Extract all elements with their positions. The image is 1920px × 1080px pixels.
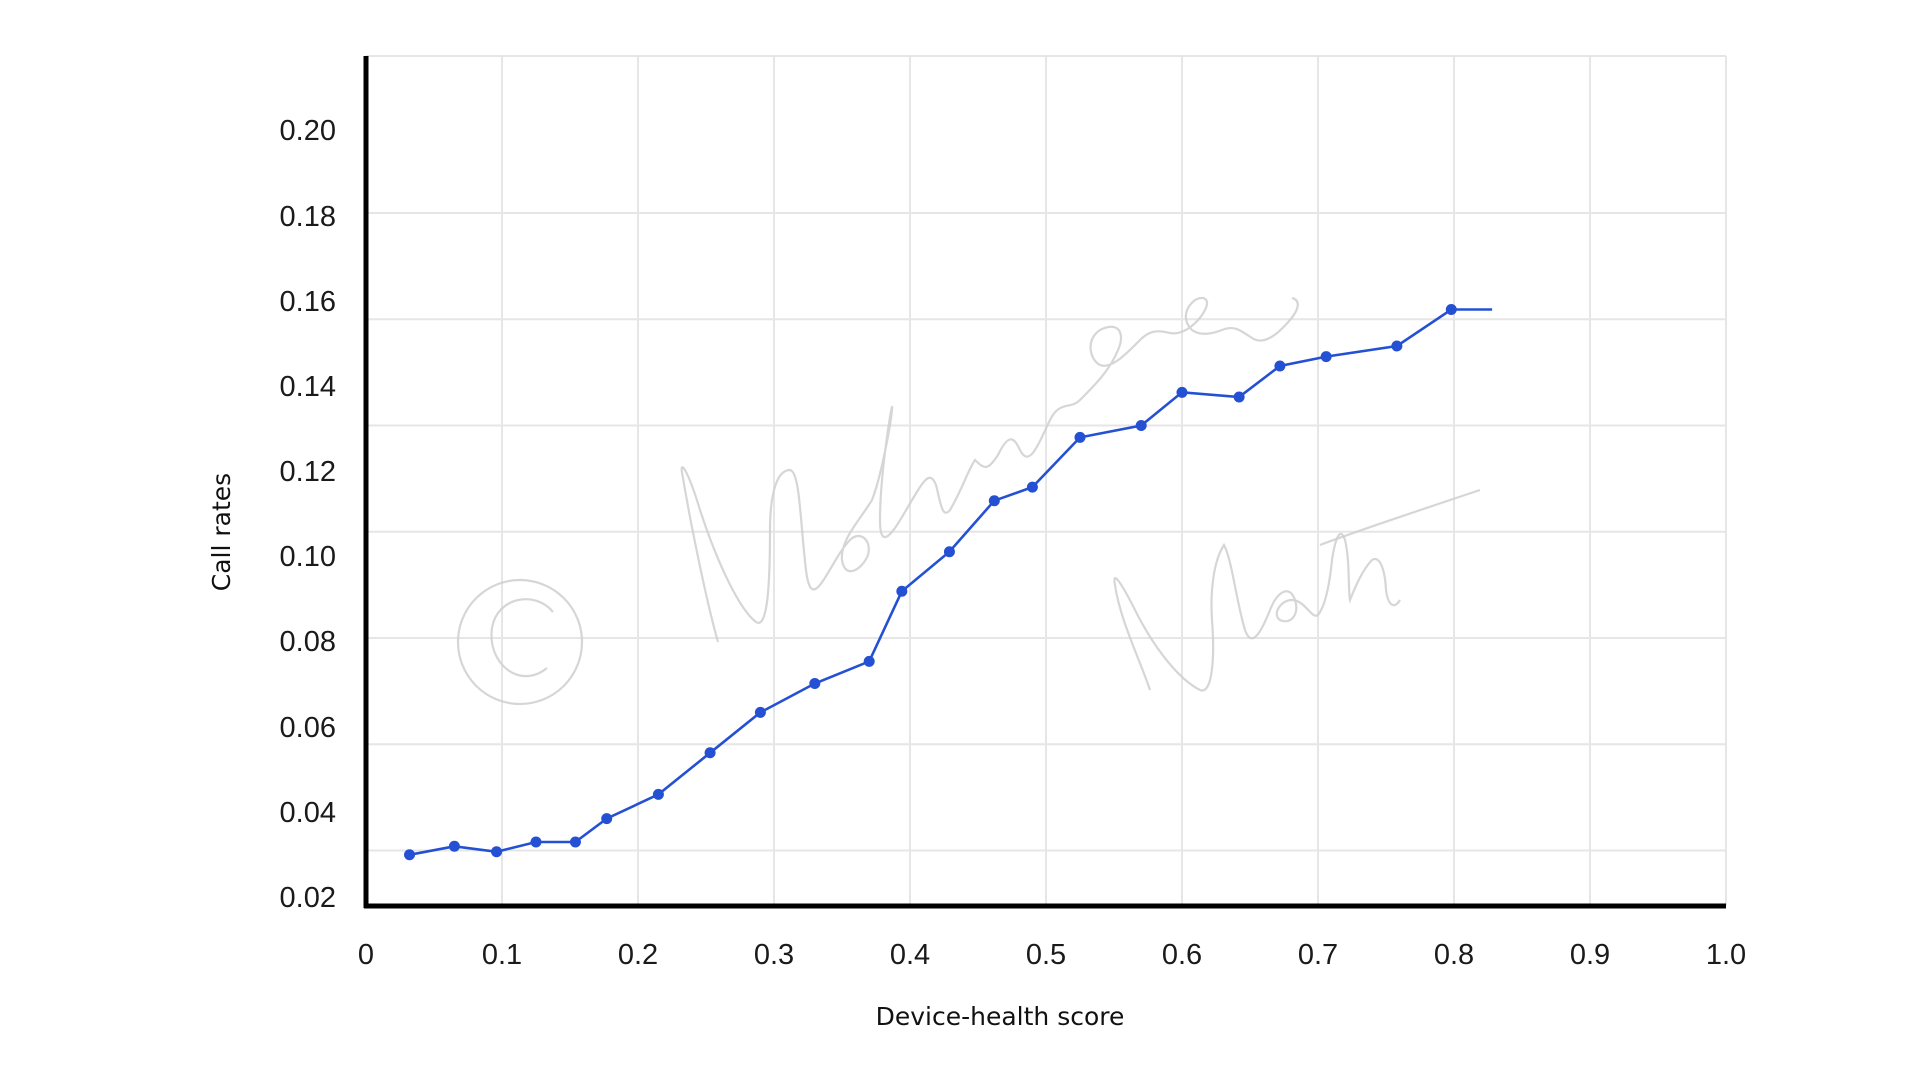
- data-point: [1391, 340, 1403, 352]
- data-point: [530, 836, 542, 848]
- x-tick-label: 0.2: [618, 939, 658, 971]
- data-point: [448, 840, 460, 852]
- data-point: [601, 813, 613, 825]
- x-tick-label: 0.9: [1570, 939, 1610, 971]
- y-axis-title: Call rates: [207, 473, 236, 591]
- data-point: [569, 836, 581, 848]
- data-point: [1274, 360, 1286, 372]
- tick-labels: 0 0.1 0.2 0.3 0.4 0.5 0.6 0.7 0.8 0.9 1.0 0.20 0.18 0…: [280, 115, 1747, 971]
- data-point: [943, 546, 955, 558]
- data-series: [404, 303, 1493, 861]
- watermark-signature-first-name: [680, 296, 1299, 643]
- x-tick-label: 1.0: [1706, 939, 1746, 971]
- data-point: [1026, 481, 1038, 493]
- y-tick-label: 0.12: [280, 456, 336, 488]
- data-point: [652, 788, 664, 800]
- x-tick-label: 0.3: [754, 939, 794, 971]
- data-point: [1176, 386, 1188, 398]
- y-tick-label: 0.14: [280, 371, 336, 403]
- y-tick-label: 0.18: [280, 201, 336, 233]
- y-tick-label: 0.08: [280, 626, 336, 658]
- grid: [366, 55, 1727, 906]
- x-tick-label: 0.6: [1162, 939, 1202, 971]
- data-point: [404, 849, 416, 861]
- watermark-signature-underline: [1319, 488, 1481, 547]
- data-point: [1320, 351, 1332, 363]
- x-tick-label: 0.1: [482, 939, 522, 971]
- x-tick-label: 0.8: [1434, 939, 1474, 971]
- data-point: [704, 747, 716, 759]
- y-tick-label: 0.02: [280, 882, 336, 914]
- data-point: [1233, 391, 1245, 403]
- data-point: [863, 655, 875, 667]
- x-axis-title: Device-health score: [876, 1002, 1125, 1031]
- data-point: [491, 846, 503, 858]
- y-tick-label: 0.10: [280, 541, 336, 573]
- y-tick-label: 0.16: [280, 286, 336, 318]
- data-point: [896, 585, 908, 597]
- data-point: [754, 706, 766, 718]
- watermark-signature-last-name: [1113, 532, 1401, 692]
- series-line: [409, 308, 1493, 857]
- data-point: [1135, 420, 1147, 431]
- y-tick-label: 0.04: [280, 797, 336, 829]
- copyright-watermark: [456, 296, 1481, 706]
- x-tick-label: 0.4: [890, 939, 930, 971]
- data-point: [809, 677, 821, 689]
- x-tick-label: 0.7: [1298, 939, 1338, 971]
- y-tick-label: 0.20: [280, 115, 336, 147]
- axes: [363, 56, 1726, 909]
- x-tick-label: 0.5: [1026, 939, 1066, 971]
- data-point: [1445, 303, 1457, 315]
- copyright-symbol-icon: [490, 598, 554, 678]
- data-point: [1074, 431, 1086, 443]
- x-tick-label: 0: [358, 939, 374, 971]
- y-tick-label: 0.06: [280, 712, 336, 744]
- data-point: [988, 495, 1000, 507]
- copyright-symbol-icon: [456, 578, 584, 706]
